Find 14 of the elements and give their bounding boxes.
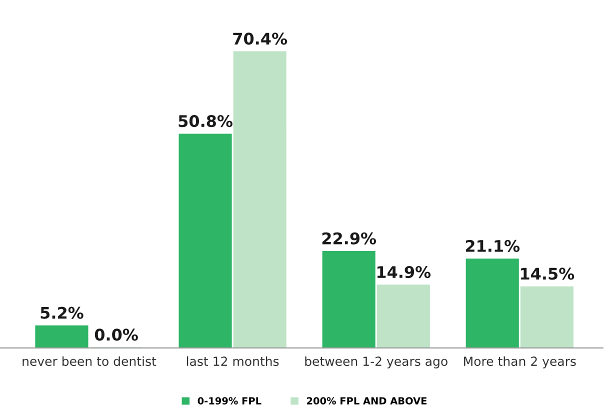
legend-label: 0-199% FPL [198,397,262,405]
data-label: 21.1% [466,240,520,252]
x-tick-label: More than 2 years [464,356,576,368]
data-label: 0.0% [94,328,138,341]
data-label: 22.9% [322,232,376,244]
data-label: 50.8% [178,115,232,128]
data-label: 14.5% [521,268,574,280]
x-tick-label: between 1-2 years ago [305,356,448,368]
x-tick-label: last 12 months [186,356,279,366]
legend-label: 200% FPL AND ABOVE [307,397,427,405]
data-label: 14.9% [377,266,431,278]
data-label: 70.4% [233,32,288,45]
data-label: 5.2% [40,306,84,319]
x-tick-label: never been to dentist [22,356,156,366]
